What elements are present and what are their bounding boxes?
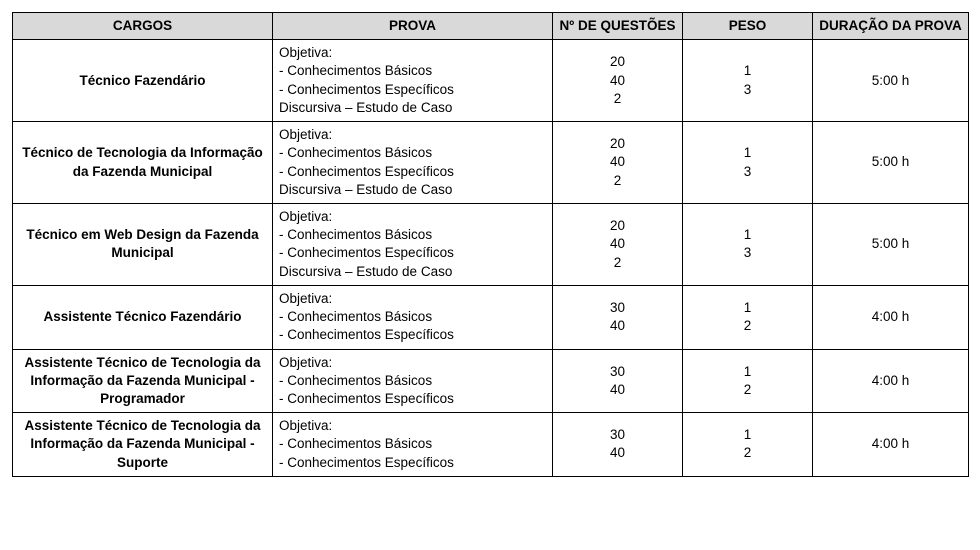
table-row: Técnico em Web Design da Fazenda Municip… [13,203,969,285]
prova-line: - Conhecimentos Básicos [279,62,546,80]
prova-line: - Conhecimentos Específicos [279,81,546,99]
questoes-line: 20 [559,217,676,235]
prova-cell: Objetiva: - Conhecimentos Básicos - Conh… [273,413,553,477]
prova-line: Objetiva: [279,417,546,435]
peso-line: 3 [689,81,806,99]
peso-line: 1 [689,426,806,444]
prova-line: - Conhecimentos Específicos [279,244,546,262]
prova-line: - Conhecimentos Básicos [279,435,546,453]
prova-cell: Objetiva: - Conhecimentos Básicos - Conh… [273,349,553,413]
exam-structure-table: CARGOS PROVA Nº DE QUESTÕES PESO DURAÇÃO… [12,12,969,477]
duracao-cell: 5:00 h [813,203,969,285]
prova-line: Objetiva: [279,208,546,226]
peso-line: 1 [689,226,806,244]
cargo-cell: Assistente Técnico Fazendário [13,285,273,349]
questoes-line: 40 [559,72,676,90]
questoes-cell: 30 40 [553,285,683,349]
questoes-line: 40 [559,235,676,253]
peso-line: 1 [689,144,806,162]
peso-cell: 1 3 [683,203,813,285]
prova-line: Discursiva – Estudo de Caso [279,181,546,199]
questoes-line: 2 [559,172,676,190]
header-questoes: Nº DE QUESTÕES [553,13,683,40]
prova-line: - Conhecimentos Específicos [279,454,546,472]
prova-line: - Conhecimentos Específicos [279,390,546,408]
questoes-cell: 30 40 [553,349,683,413]
questoes-line: 20 [559,53,676,71]
cargo-cell: Assistente Técnico de Tecnologia da Info… [13,349,273,413]
peso-cell: 1 3 [683,122,813,204]
table-row: Técnico Fazendário Objetiva: - Conhecime… [13,40,969,122]
duracao-cell: 4:00 h [813,349,969,413]
questoes-line: 40 [559,153,676,171]
peso-line: 2 [689,381,806,399]
prova-line: - Conhecimentos Específicos [279,163,546,181]
prova-line: - Conhecimentos Básicos [279,372,546,390]
duracao-cell: 4:00 h [813,413,969,477]
table-row: Assistente Técnico de Tecnologia da Info… [13,349,969,413]
questoes-line: 20 [559,135,676,153]
peso-cell: 1 2 [683,285,813,349]
peso-cell: 1 2 [683,413,813,477]
prova-line: Objetiva: [279,354,546,372]
peso-line: 1 [689,62,806,80]
prova-cell: Objetiva: - Conhecimentos Básicos - Conh… [273,285,553,349]
prova-line: - Conhecimentos Básicos [279,144,546,162]
cargo-cell: Assistente Técnico de Tecnologia da Info… [13,413,273,477]
duracao-cell: 4:00 h [813,285,969,349]
questoes-line: 30 [559,426,676,444]
prova-line: Objetiva: [279,44,546,62]
peso-cell: 1 2 [683,349,813,413]
questoes-cell: 20 40 2 [553,122,683,204]
questoes-line: 40 [559,444,676,462]
questoes-cell: 20 40 2 [553,203,683,285]
header-peso: PESO [683,13,813,40]
prova-cell: Objetiva: - Conhecimentos Básicos - Conh… [273,122,553,204]
table-row: Assistente Técnico Fazendário Objetiva: … [13,285,969,349]
questoes-line: 2 [559,90,676,108]
prova-line: - Conhecimentos Básicos [279,226,546,244]
questoes-line: 40 [559,317,676,335]
prova-cell: Objetiva: - Conhecimentos Básicos - Conh… [273,40,553,122]
questoes-line: 30 [559,299,676,317]
prova-line: Objetiva: [279,290,546,308]
peso-line: 1 [689,363,806,381]
prova-line: Discursiva – Estudo de Caso [279,99,546,117]
header-row: CARGOS PROVA Nº DE QUESTÕES PESO DURAÇÃO… [13,13,969,40]
questoes-cell: 20 40 2 [553,40,683,122]
table-row: Assistente Técnico de Tecnologia da Info… [13,413,969,477]
cargo-cell: Técnico Fazendário [13,40,273,122]
questoes-line: 30 [559,363,676,381]
peso-line: 3 [689,244,806,262]
prova-line: Objetiva: [279,126,546,144]
peso-line: 3 [689,163,806,181]
prova-line: - Conhecimentos Básicos [279,308,546,326]
table-body: Técnico Fazendário Objetiva: - Conhecime… [13,40,969,477]
duracao-cell: 5:00 h [813,122,969,204]
cargo-cell: Técnico de Tecnologia da Informação da F… [13,122,273,204]
cargo-cell: Técnico em Web Design da Fazenda Municip… [13,203,273,285]
header-cargos: CARGOS [13,13,273,40]
peso-cell: 1 3 [683,40,813,122]
peso-line: 2 [689,444,806,462]
prova-cell: Objetiva: - Conhecimentos Básicos - Conh… [273,203,553,285]
peso-line: 1 [689,299,806,317]
questoes-line: 40 [559,381,676,399]
header-prova: PROVA [273,13,553,40]
table-row: Técnico de Tecnologia da Informação da F… [13,122,969,204]
prova-line: - Conhecimentos Específicos [279,326,546,344]
peso-line: 2 [689,317,806,335]
duracao-cell: 5:00 h [813,40,969,122]
prova-line: Discursiva – Estudo de Caso [279,263,546,281]
header-duracao: DURAÇÃO DA PROVA [813,13,969,40]
questoes-line: 2 [559,254,676,272]
questoes-cell: 30 40 [553,413,683,477]
